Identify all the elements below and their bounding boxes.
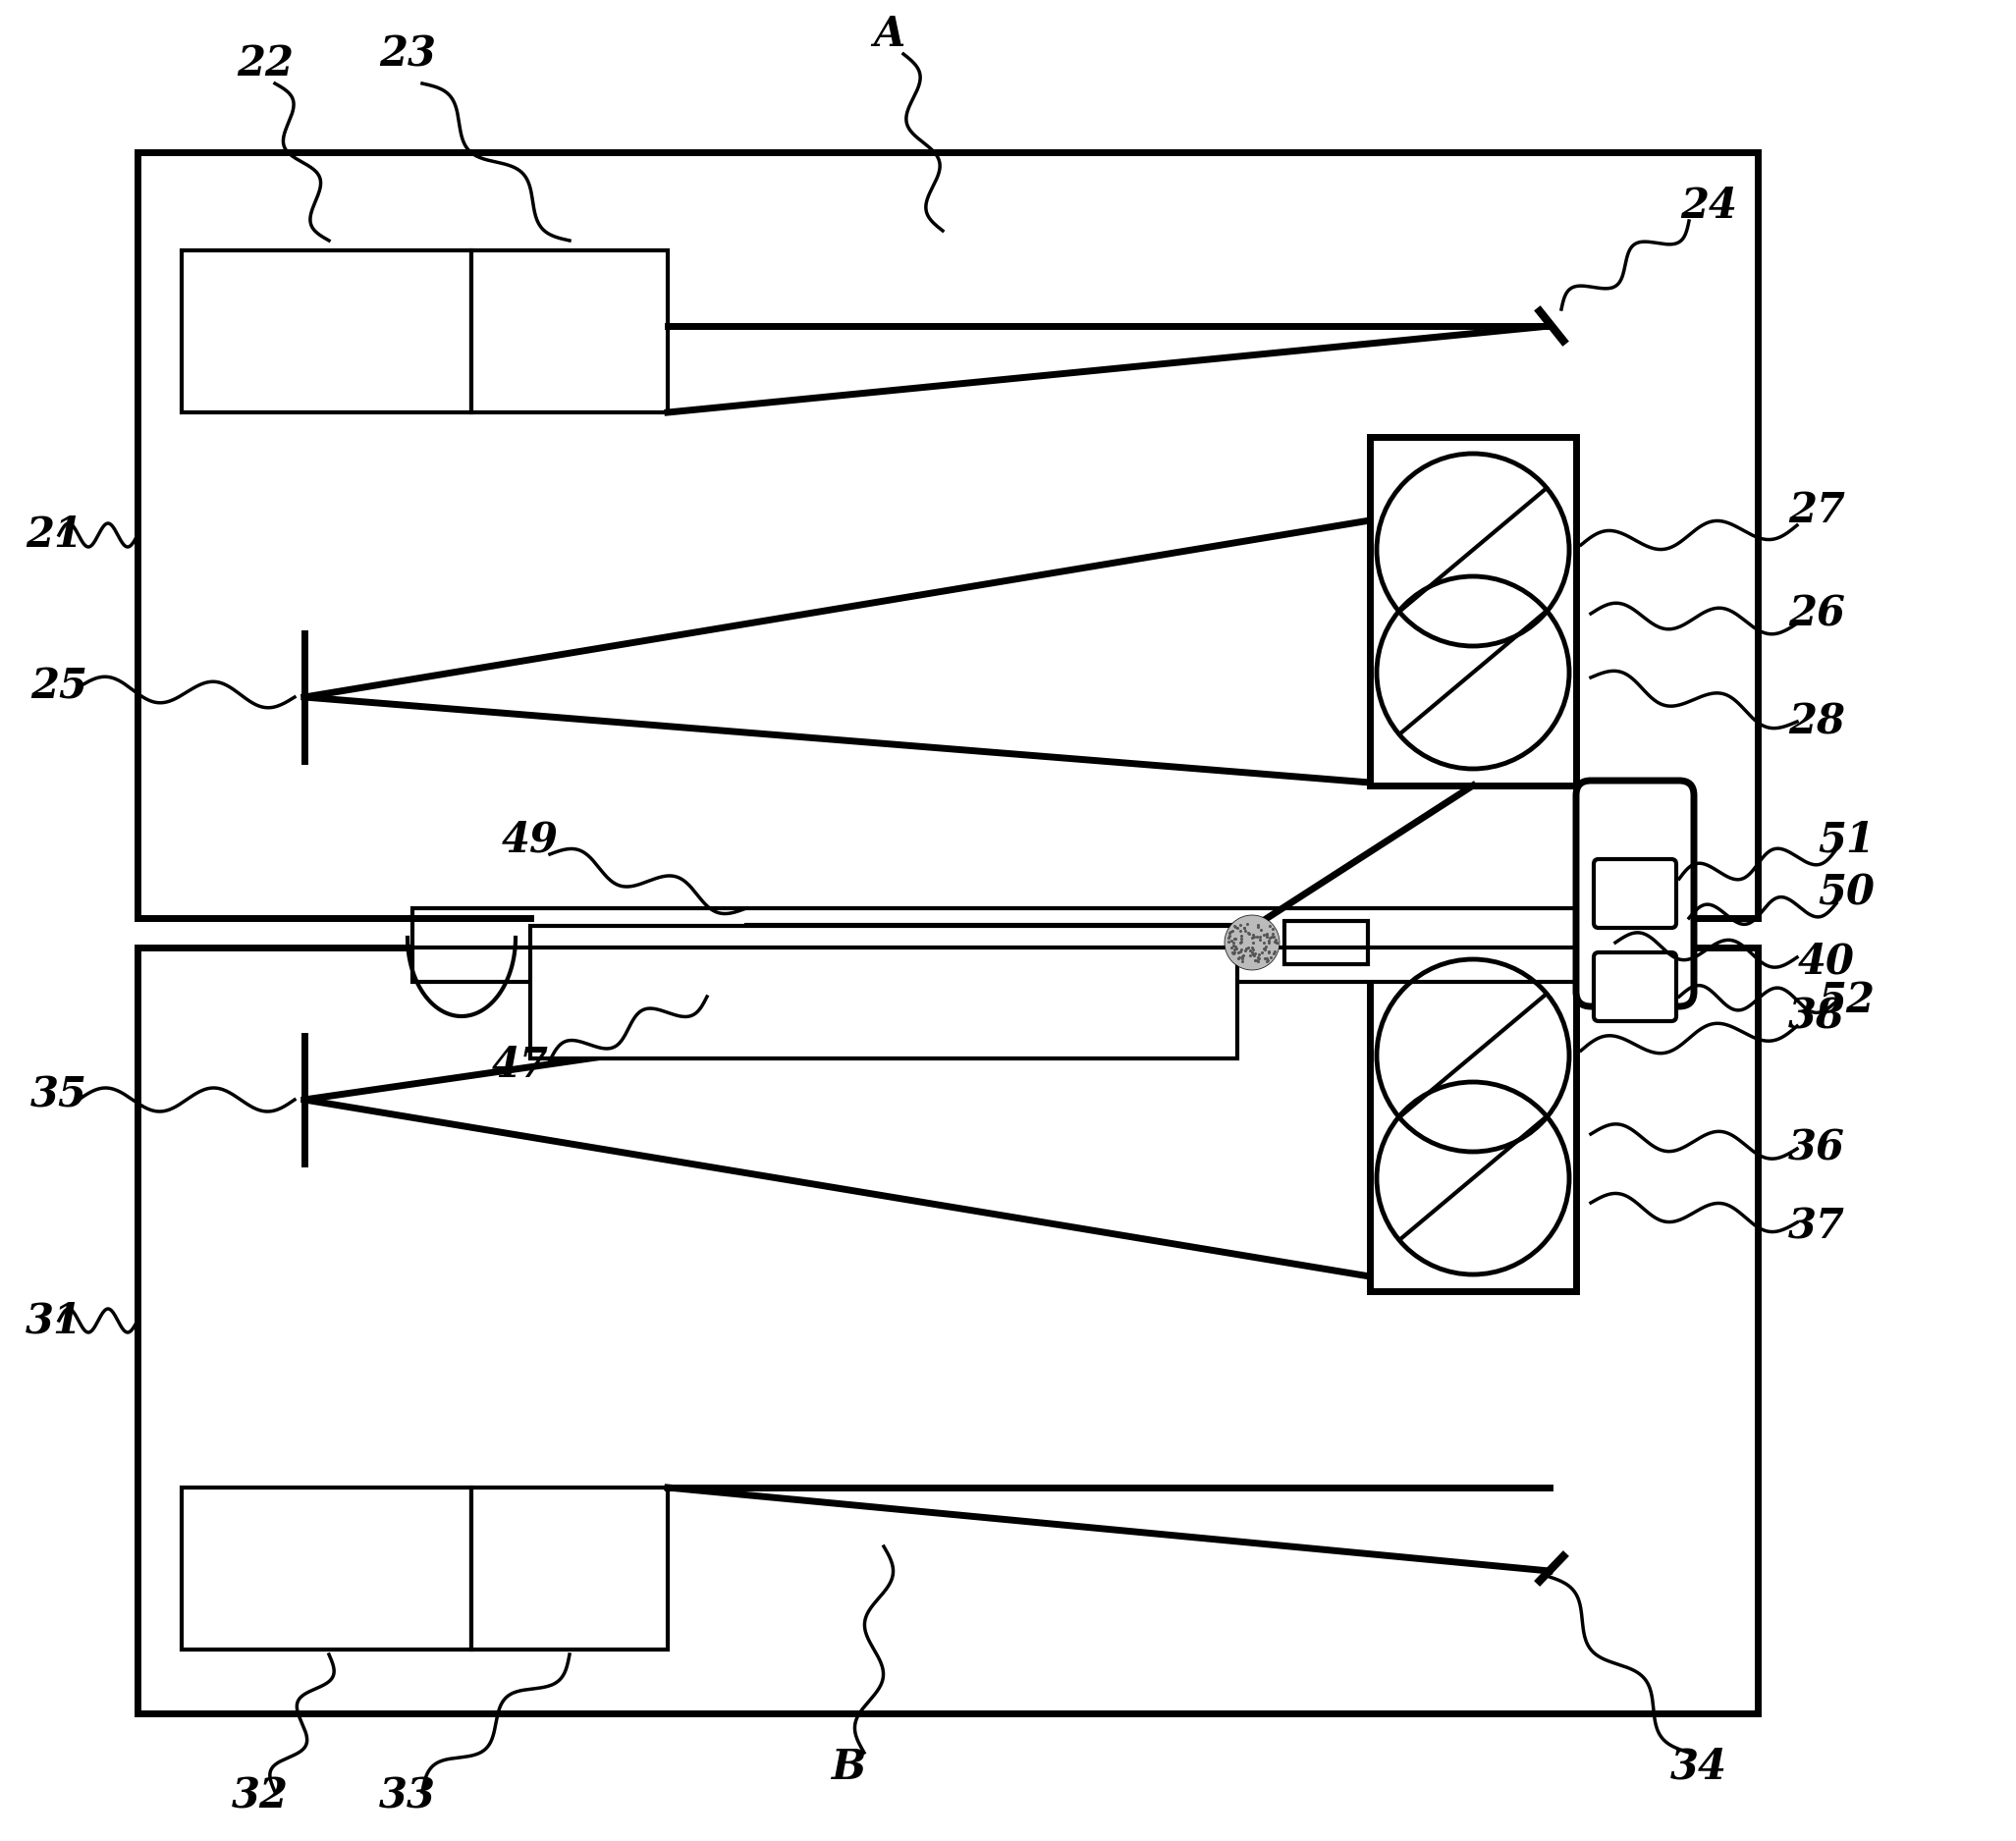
Bar — [181, 250, 472, 412]
Text: 35: 35 — [30, 1073, 87, 1116]
Text: 22: 22 — [236, 42, 294, 85]
Bar — [181, 1488, 472, 1650]
FancyBboxPatch shape — [1595, 860, 1675, 928]
Text: 37: 37 — [1788, 1206, 1845, 1248]
Text: 21: 21 — [26, 514, 83, 556]
Text: 52: 52 — [1818, 981, 1875, 1022]
Bar — [1284, 920, 1369, 965]
Text: 51: 51 — [1818, 819, 1875, 860]
Bar — [746, 924, 1238, 965]
Text: B: B — [833, 1747, 867, 1788]
Text: 49: 49 — [502, 819, 558, 860]
Bar — [1369, 436, 1577, 786]
Bar — [1369, 943, 1577, 1291]
Text: A: A — [873, 13, 905, 55]
Text: 34: 34 — [1671, 1747, 1728, 1788]
Text: 23: 23 — [379, 33, 435, 75]
FancyBboxPatch shape — [1595, 952, 1675, 1022]
Text: 25: 25 — [30, 666, 87, 709]
Text: 33: 33 — [379, 1777, 435, 1817]
FancyBboxPatch shape — [1577, 781, 1693, 1007]
Bar — [413, 908, 1611, 981]
Bar — [137, 948, 1758, 1714]
Text: 26: 26 — [1788, 593, 1845, 635]
Text: 28: 28 — [1788, 701, 1845, 742]
Bar — [472, 250, 667, 412]
Text: 32: 32 — [232, 1777, 288, 1817]
Text: 36: 36 — [1788, 1129, 1845, 1169]
Text: 38: 38 — [1788, 996, 1845, 1036]
Text: 50: 50 — [1818, 873, 1875, 915]
Text: 27: 27 — [1788, 490, 1845, 532]
Text: 24: 24 — [1679, 186, 1738, 226]
Ellipse shape — [1224, 915, 1280, 970]
Bar — [472, 1488, 667, 1650]
Text: 40: 40 — [1798, 941, 1855, 983]
Bar — [137, 153, 1758, 919]
Bar — [530, 926, 1238, 1059]
Text: 47: 47 — [492, 1044, 548, 1086]
Text: 31: 31 — [26, 1300, 83, 1342]
